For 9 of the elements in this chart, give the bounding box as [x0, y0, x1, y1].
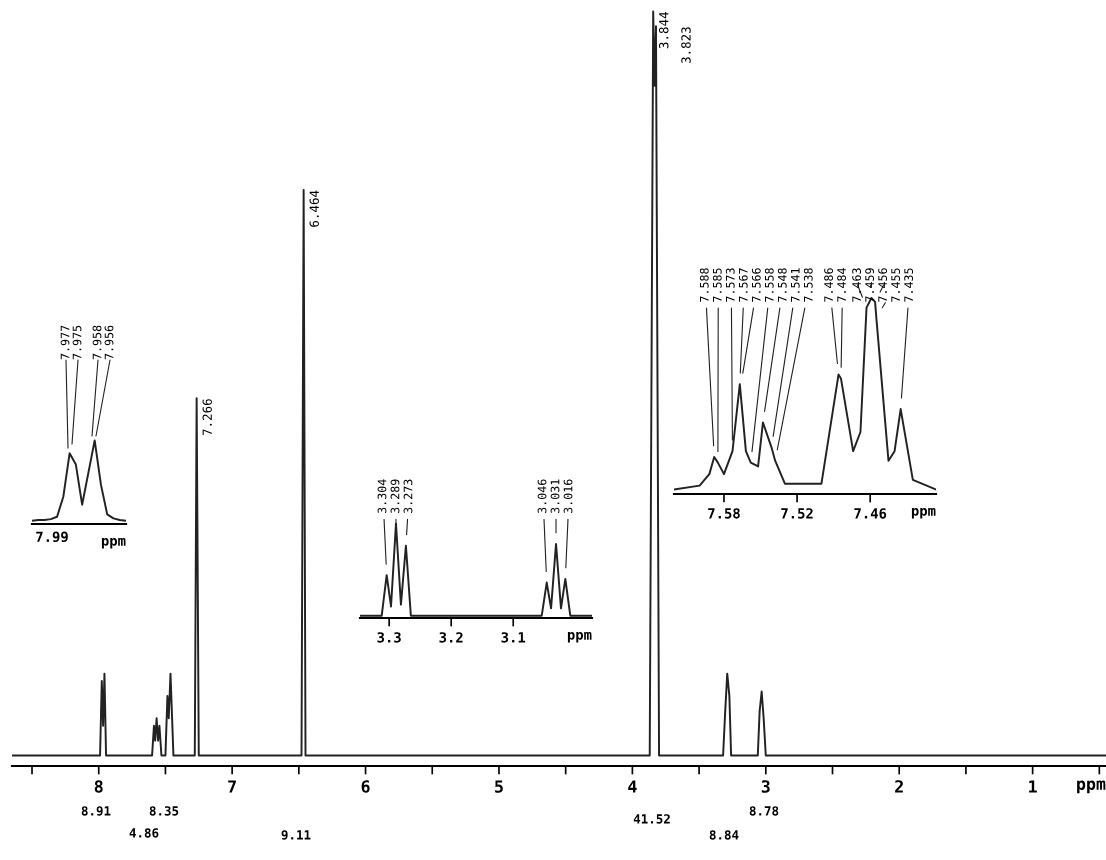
x-tick-label: 5 [495, 780, 503, 793]
x-tick-label: 2 [895, 780, 903, 793]
x-tick-label: 7 [228, 780, 236, 793]
x-axis-title: ppm [1077, 780, 1106, 794]
x-tick-label: 1 [1029, 780, 1037, 793]
x-tick-label: 4 [628, 780, 637, 793]
x-tick-label: 3 [761, 780, 770, 793]
x-tick-label: 6 [361, 780, 370, 793]
x-tick-label: 8 [94, 780, 103, 793]
